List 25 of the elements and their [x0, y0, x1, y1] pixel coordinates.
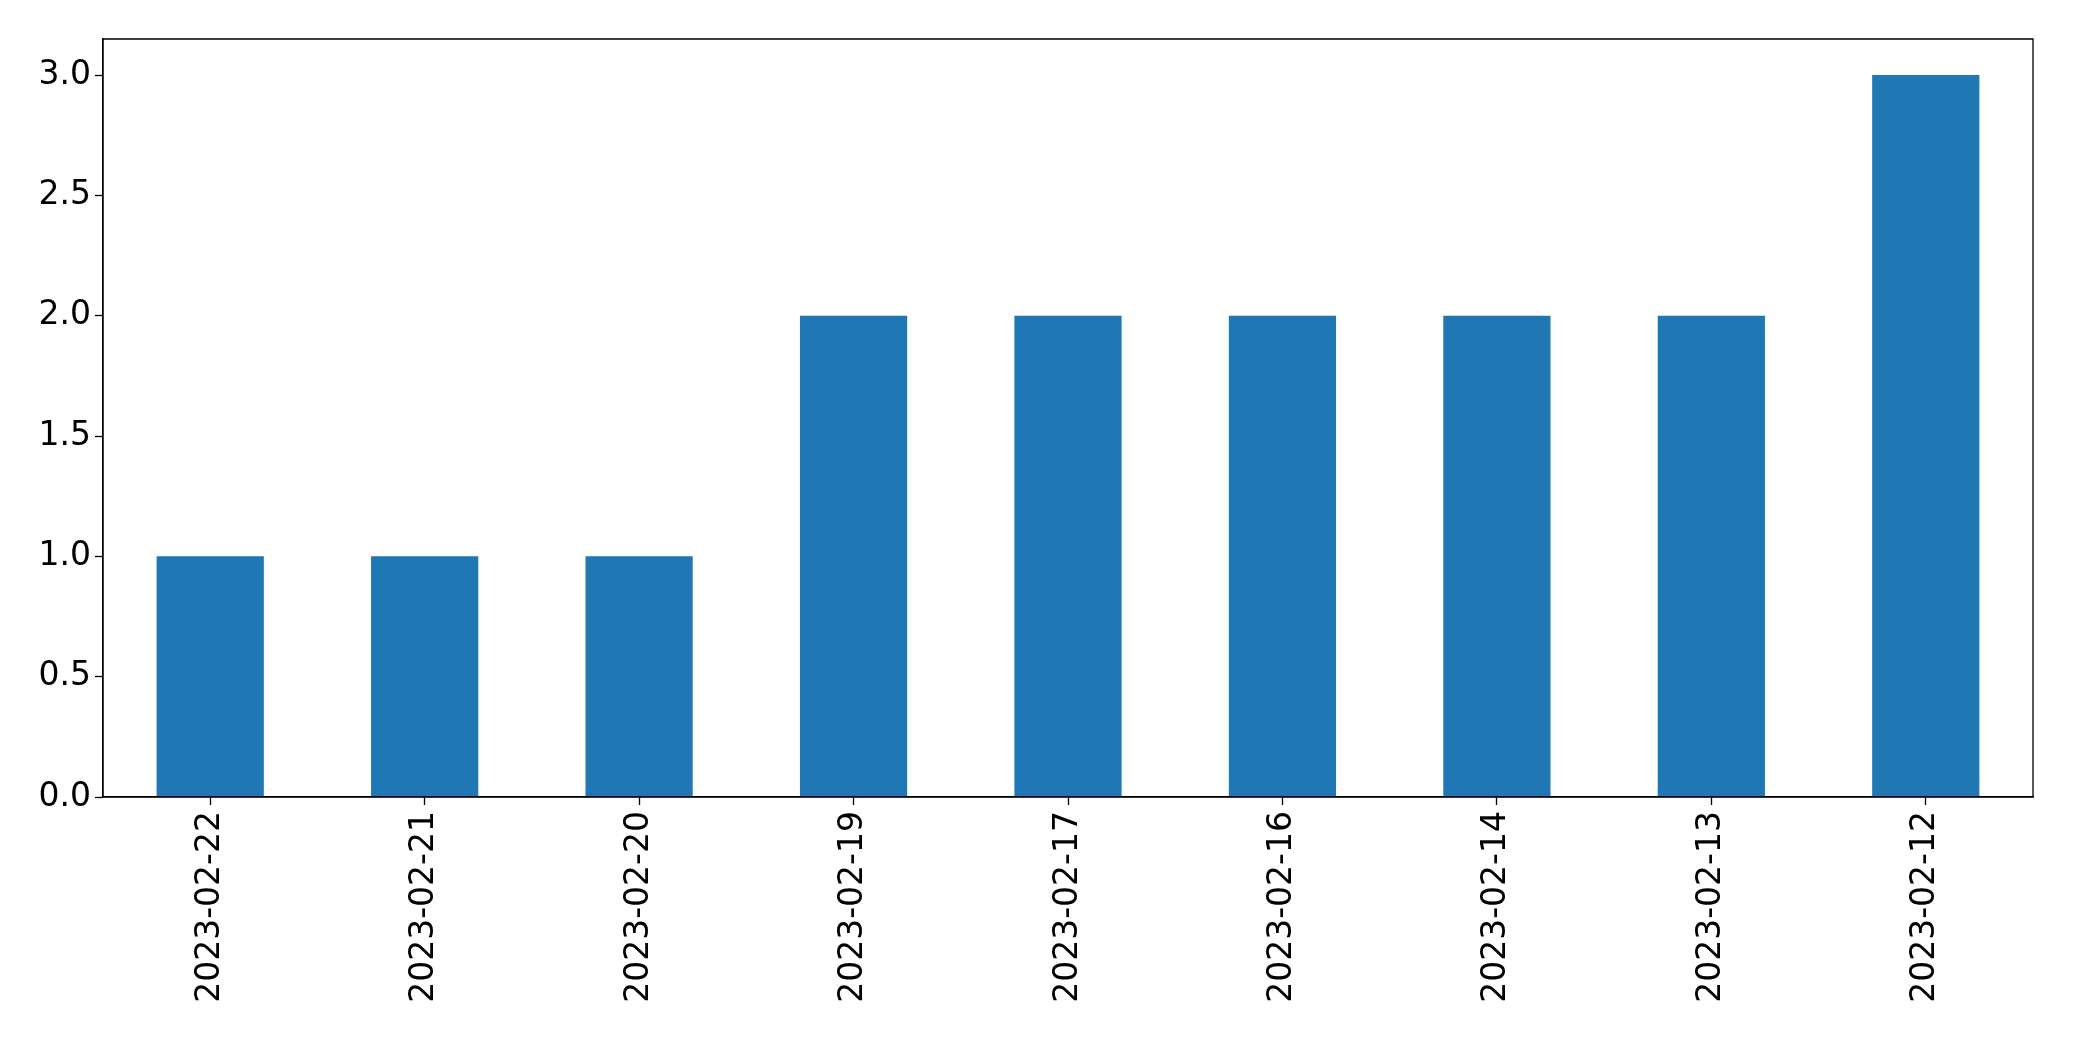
y-tick-label: 2.5	[38, 172, 91, 212]
x-tick-label: 2023-02-19	[831, 811, 871, 1003]
bar	[585, 556, 693, 797]
x-tick-label: 2023-02-21	[402, 811, 442, 1003]
y-tick-label: 1.5	[38, 413, 91, 453]
bar	[1014, 315, 1122, 797]
x-tick-label: 2023-02-14	[1474, 811, 1514, 1003]
y-tick-label: 1.0	[38, 533, 91, 573]
bar	[1657, 315, 1765, 797]
y-tick-label: 0.5	[38, 654, 91, 694]
x-tick-label: 2023-02-17	[1045, 811, 1085, 1003]
bar	[156, 556, 264, 797]
y-tick-label: 3.0	[38, 52, 91, 92]
x-tick-label: 2023-02-20	[616, 811, 656, 1003]
bar	[1872, 75, 1980, 797]
bar	[371, 556, 479, 797]
y-tick-label: 0.0	[38, 774, 91, 814]
x-tick-label: 2023-02-13	[1688, 811, 1728, 1003]
bar	[1443, 315, 1551, 797]
y-tick-label: 2.0	[38, 293, 91, 333]
x-tick-label: 2023-02-16	[1260, 811, 1300, 1003]
bar	[1228, 315, 1337, 797]
bar	[799, 315, 908, 797]
x-tick-label: 2023-02-12	[1903, 811, 1943, 1003]
x-tick-label: 2023-02-22	[187, 811, 227, 1003]
